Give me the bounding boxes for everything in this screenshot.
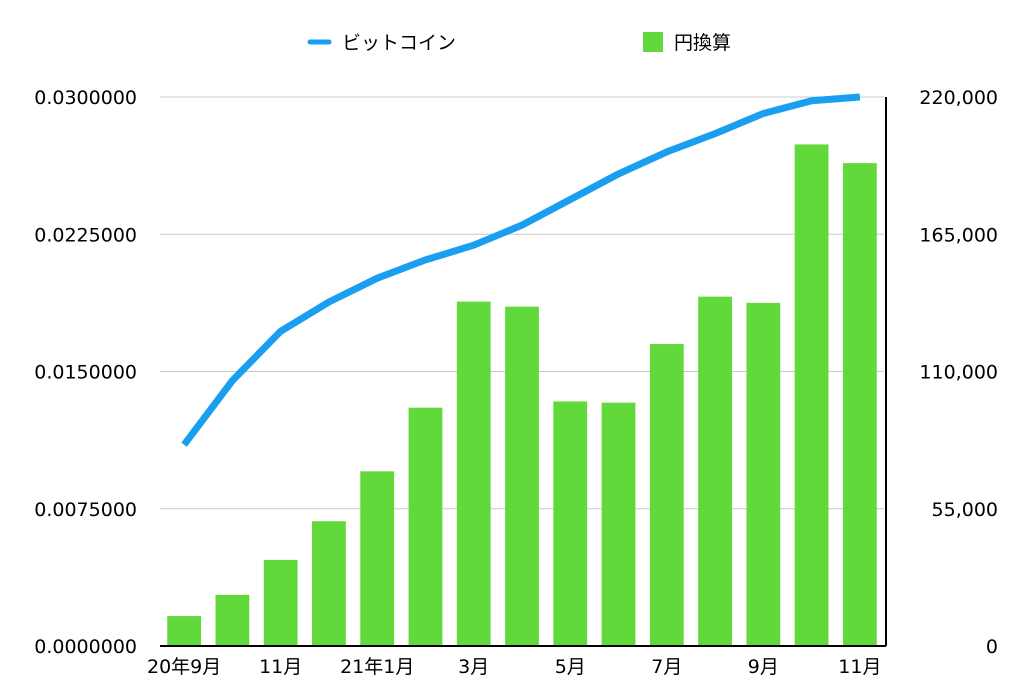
left-tick-label: 0.0225000 [34, 224, 137, 246]
legend: ビットコイン 円換算 [307, 32, 731, 54]
legend-label-bitcoin: ビットコイン [342, 32, 456, 54]
left-tick-label: 0.0300000 [34, 87, 137, 109]
bar [601, 402, 636, 646]
bar [649, 344, 684, 646]
bar [505, 306, 539, 646]
tick-labels: 0.0000000 0.0075000 0.0150000 0.0225000 0.03… [34, 87, 998, 678]
bar [167, 616, 202, 646]
bar [312, 521, 346, 646]
bar [698, 296, 732, 646]
axes [160, 97, 887, 647]
bar [408, 407, 443, 646]
bar [360, 471, 395, 646]
right-tick-label: 165,000 [919, 224, 998, 246]
left-tick-label: 0.0075000 [34, 499, 137, 521]
bar [842, 163, 877, 646]
line-series [181, 93, 861, 447]
right-tick-label: 220,000 [919, 87, 998, 109]
bar [553, 401, 588, 646]
x-tick-label: 9月 [748, 656, 779, 678]
right-tick-label: 110,000 [919, 362, 998, 384]
bar-series [167, 144, 877, 646]
legend-bar-swatch [643, 32, 663, 52]
x-tick-label: 3月 [458, 656, 489, 678]
right-tick-label: 55,000 [932, 499, 998, 521]
bar [263, 559, 298, 646]
x-tick-label: 21年1月 [340, 656, 414, 678]
bar [746, 302, 781, 646]
x-tick-label: 7月 [651, 656, 682, 678]
x-tick-label: 11月 [259, 656, 302, 678]
bar [794, 144, 829, 646]
bar [456, 301, 491, 646]
x-tick-label: 5月 [555, 656, 586, 678]
bar [215, 594, 250, 646]
x-tick-label: 11月 [838, 656, 881, 678]
left-tick-label: 0.0000000 [34, 636, 137, 658]
legend-label-yen: 円換算 [674, 32, 731, 54]
x-tick-label: 20年9月 [147, 656, 221, 678]
right-tick-label: 0 [986, 636, 998, 658]
left-tick-label: 0.0150000 [34, 362, 137, 384]
bitcoin-line [181, 93, 861, 447]
